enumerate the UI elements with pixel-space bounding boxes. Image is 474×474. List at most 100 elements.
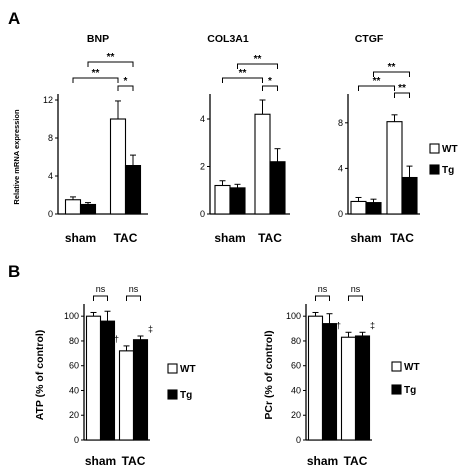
bar-wt-TAC bbox=[254, 113, 271, 215]
y-tick-label: 80 bbox=[69, 336, 79, 346]
legend-swatch-tg bbox=[391, 384, 402, 395]
y-tick-label: 80 bbox=[291, 336, 301, 346]
bar-tg-TAC bbox=[132, 339, 149, 441]
panel-label-b: B bbox=[8, 262, 20, 281]
category-label: sham bbox=[350, 231, 381, 245]
y-tick-label: 0 bbox=[296, 435, 301, 445]
ns-bracket bbox=[126, 295, 141, 301]
ns-label: ns bbox=[96, 284, 106, 294]
chart-title: BNP bbox=[87, 33, 109, 45]
ns-bracket bbox=[315, 295, 330, 301]
y-tick-label: 2 bbox=[200, 162, 205, 172]
y-tick-label: 60 bbox=[69, 361, 79, 371]
significance-mark: ‡ bbox=[148, 324, 153, 334]
significance-bracket bbox=[87, 61, 134, 67]
legend-label-wt: WT bbox=[442, 144, 458, 155]
category-label: TAC bbox=[122, 454, 146, 468]
bar-wt-sham bbox=[214, 184, 231, 215]
significance-label: ** bbox=[92, 68, 100, 79]
bar-tg-TAC bbox=[401, 176, 418, 215]
charts-area: BNP 0 4 8 12 Relative mRNA expression sham TAC *… bbox=[12, 33, 458, 468]
y-tick-label: 40 bbox=[69, 385, 79, 395]
y-tick-label: 20 bbox=[291, 410, 301, 420]
bar-tg-sham bbox=[229, 187, 246, 215]
bar-wt-TAC bbox=[118, 350, 135, 441]
bar-wt-TAC bbox=[109, 118, 127, 215]
y-tick-label: 0 bbox=[74, 435, 79, 445]
y-tick-label: 12 bbox=[43, 95, 53, 105]
significance-label: * bbox=[124, 76, 128, 87]
significance-bracket bbox=[237, 63, 278, 69]
bar-tg-sham bbox=[99, 320, 116, 441]
significance-mark: † bbox=[336, 320, 341, 330]
significance-label: ** bbox=[398, 83, 406, 94]
legend-swatch-wt bbox=[429, 143, 440, 154]
chart-0: BNP 0 4 8 12 Relative mRNA expression sham TAC *… bbox=[12, 33, 148, 245]
bar-wt-sham bbox=[85, 315, 102, 441]
legend-swatch-tg bbox=[429, 164, 440, 175]
category-label: TAC bbox=[258, 231, 282, 245]
bar-wt-sham bbox=[307, 315, 324, 441]
significance-label: ** bbox=[373, 76, 381, 87]
ns-bracket bbox=[93, 295, 108, 301]
legend-label-tg: Tg bbox=[404, 385, 416, 396]
significance-label: ** bbox=[254, 54, 262, 65]
category-label: sham bbox=[307, 454, 338, 468]
bar-tg-sham bbox=[79, 203, 97, 215]
y-tick-label: 100 bbox=[64, 311, 79, 321]
ns-label: ns bbox=[351, 284, 361, 294]
y-tick-label: 0 bbox=[338, 209, 343, 219]
category-label: sham bbox=[214, 231, 245, 245]
legend-swatch-wt bbox=[391, 361, 402, 372]
y-tick-label: 4 bbox=[200, 114, 205, 124]
y-axis-label: PCr (% of control) bbox=[263, 330, 275, 419]
category-label: sham bbox=[65, 231, 96, 245]
bar-wt-sham bbox=[350, 200, 367, 215]
y-tick-label: 8 bbox=[48, 133, 53, 143]
category-label: TAC bbox=[390, 231, 414, 245]
legend-label-tg: Tg bbox=[442, 165, 454, 176]
ns-label: ns bbox=[318, 284, 328, 294]
y-tick-label: 40 bbox=[291, 385, 301, 395]
significance-mark: ‡ bbox=[370, 320, 375, 330]
bar-tg-sham bbox=[365, 202, 382, 215]
panel-label-a: A bbox=[8, 9, 20, 28]
bar-wt-sham bbox=[64, 199, 82, 215]
chart-4: 0 20 40 60 80 100 PCr (% of control) sham TAC ns n… bbox=[263, 284, 420, 468]
significance-label: ** bbox=[388, 62, 396, 73]
significance-bracket bbox=[117, 85, 134, 91]
chart-3: 0 20 40 60 80 100 ATP (% of control) sham TAC ns n… bbox=[34, 284, 196, 468]
ns-label: ns bbox=[129, 284, 139, 294]
significance-bracket bbox=[222, 77, 263, 83]
significance-label: ** bbox=[239, 68, 247, 79]
bar-tg-TAC bbox=[354, 335, 371, 441]
y-tick-label: 0 bbox=[48, 209, 53, 219]
significance-bracket bbox=[394, 92, 410, 98]
bar-wt-TAC bbox=[386, 121, 403, 215]
chart-title: CTGF bbox=[355, 33, 384, 45]
legend-label-tg: Tg bbox=[180, 390, 192, 401]
y-tick-label: 4 bbox=[338, 163, 343, 173]
bar-tg-sham bbox=[321, 323, 338, 441]
significance-bracket bbox=[72, 77, 119, 83]
significance-bracket bbox=[358, 85, 395, 91]
y-tick-label: 100 bbox=[286, 311, 301, 321]
legend-swatch-wt bbox=[167, 363, 178, 374]
y-tick-label: 0 bbox=[200, 209, 205, 219]
significance-bracket bbox=[262, 85, 278, 91]
chart-title: COL3A1 bbox=[207, 33, 249, 45]
category-label: sham bbox=[85, 454, 116, 468]
category-label: TAC bbox=[114, 231, 138, 245]
y-tick-label: 8 bbox=[338, 118, 343, 128]
significance-mark: † bbox=[114, 334, 119, 344]
y-axis-label: ATP (% of control) bbox=[34, 330, 46, 421]
bar-tg-TAC bbox=[124, 165, 142, 215]
y-tick-label: 60 bbox=[291, 361, 301, 371]
legend-label-wt: WT bbox=[180, 364, 196, 375]
significance-bracket bbox=[373, 71, 410, 77]
y-tick-label: 20 bbox=[69, 410, 79, 420]
legend-swatch-tg bbox=[167, 389, 178, 400]
